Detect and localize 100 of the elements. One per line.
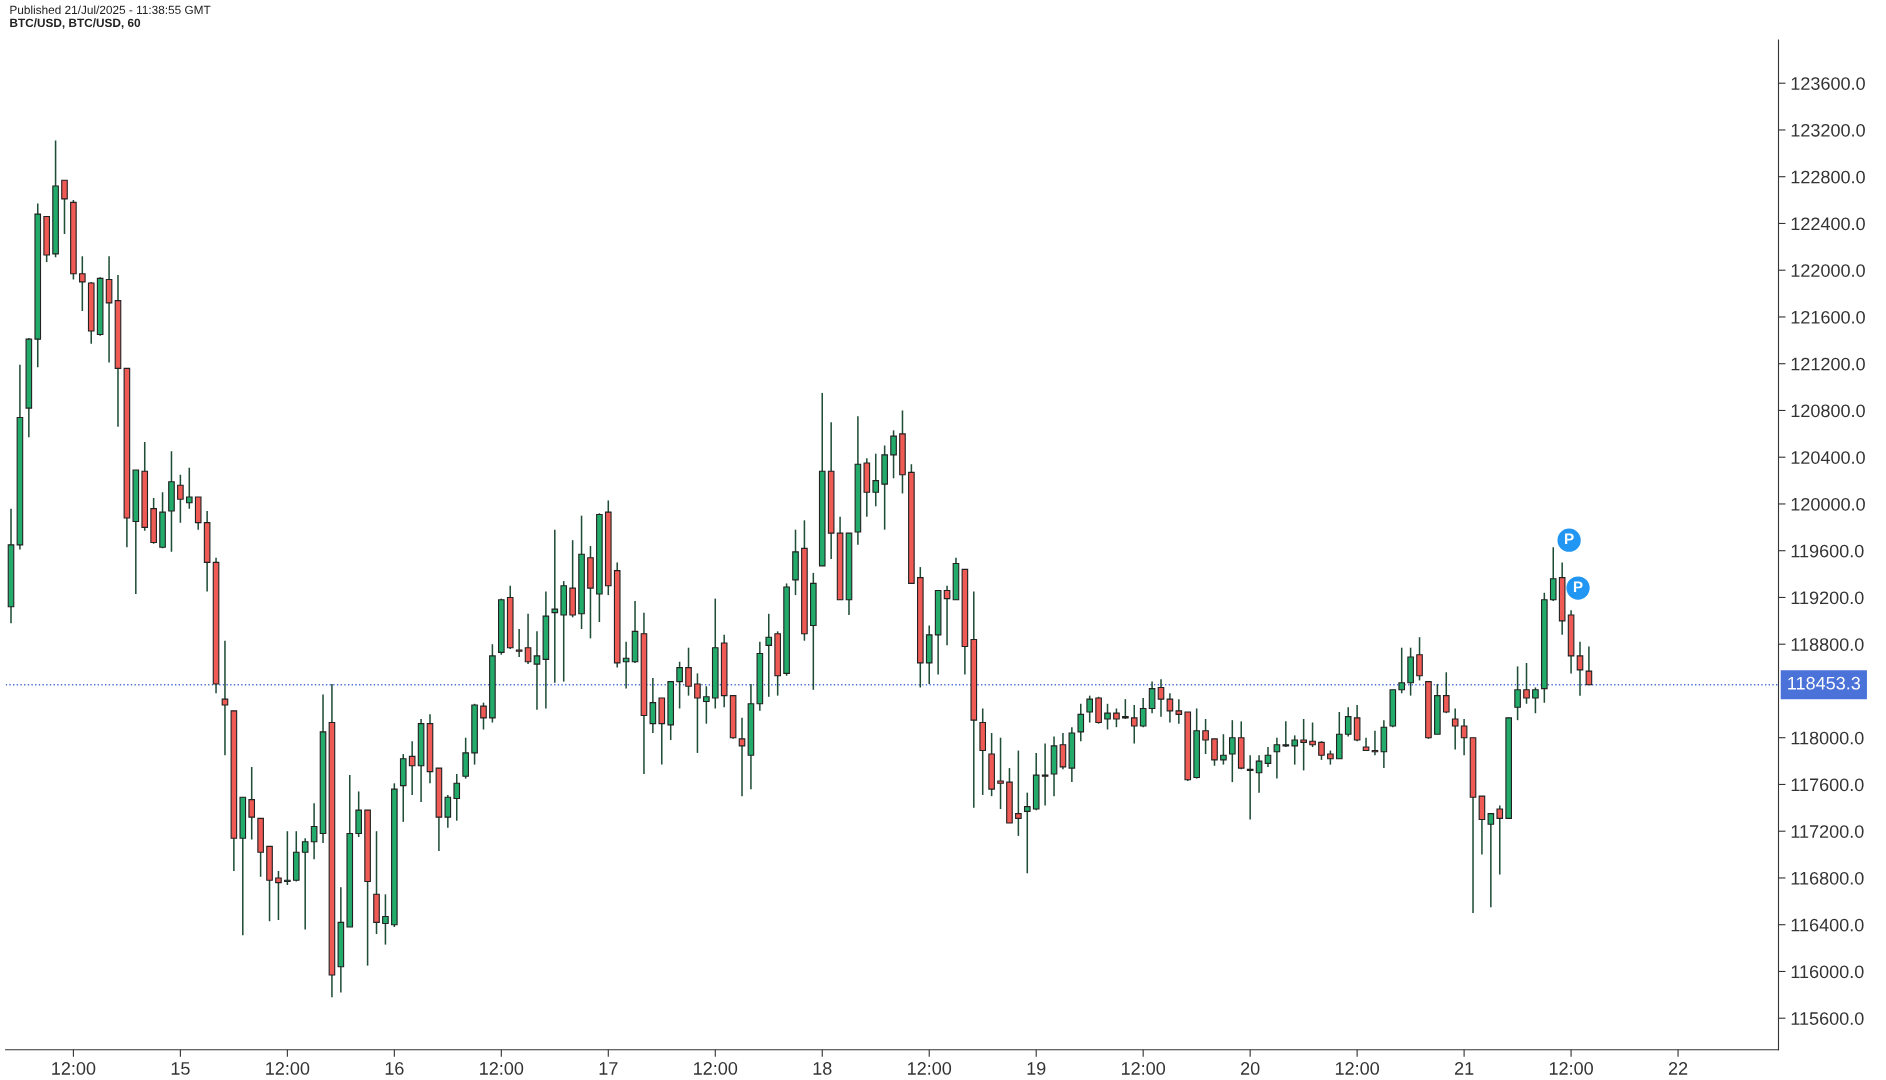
y-tick-label: 121200.0	[1791, 357, 1865, 371]
candlestick	[221, 639, 229, 757]
candlestick	[622, 641, 630, 690]
candlestick	[1398, 646, 1406, 695]
x-tick-label: 17	[599, 1062, 618, 1075]
candlestick	[1059, 732, 1067, 771]
candlestick	[1442, 671, 1450, 714]
candlestick	[1104, 703, 1111, 731]
candlestick	[1523, 662, 1530, 705]
candlestick	[1166, 692, 1174, 724]
y-tick-label: 120400.0	[1791, 451, 1865, 464]
y-tick-label: 120000.0	[1791, 497, 1865, 511]
candlestick	[1255, 754, 1263, 794]
x-tick-label: 12:00	[908, 1062, 952, 1075]
candlestick	[185, 466, 193, 510]
candlestick	[1460, 718, 1468, 757]
x-tick-label: 19	[1027, 1062, 1046, 1075]
x-tick-label: 12:00	[1549, 1062, 1593, 1075]
x-tick-label: 12:00	[1121, 1062, 1166, 1075]
candlestick	[1229, 719, 1236, 783]
candlestick	[453, 773, 461, 822]
y-tick-label: 121600.0	[1791, 310, 1865, 324]
candlestick	[1514, 665, 1521, 721]
candlestick	[1077, 703, 1085, 742]
candlestick	[1246, 754, 1254, 821]
candlestick	[1086, 694, 1094, 724]
candlestick	[551, 528, 559, 684]
candlestick	[943, 585, 951, 647]
y-tick-label: 119600.0	[1791, 544, 1864, 558]
candlestick	[1585, 645, 1593, 686]
y-tick-label: 120800.0	[1791, 404, 1865, 418]
candlestick	[310, 802, 318, 861]
candlestick	[1175, 698, 1183, 725]
y-tick-label: 117200.0	[1791, 825, 1864, 838]
candlestick	[1139, 697, 1147, 728]
text: Published 21/Jul/2025 - 11:38:55 GMT	[10, 5, 211, 15]
candlestick	[301, 837, 309, 931]
candlestick	[382, 893, 389, 946]
candlestick	[1300, 718, 1307, 772]
x-tick-label: 16	[385, 1062, 404, 1075]
candlestick	[61, 179, 68, 235]
candlestick	[1023, 791, 1031, 875]
candlestick	[1353, 704, 1361, 742]
candlestick	[1220, 733, 1227, 766]
candlestick	[355, 790, 362, 838]
candlestick	[997, 736, 1004, 810]
y-tick-label: 116800.0	[1791, 871, 1864, 885]
candlestick	[1113, 707, 1120, 728]
x-tick-label: 12:00	[266, 1062, 310, 1075]
candlestick	[1122, 698, 1129, 720]
y-tick-label: 123200.0	[1791, 123, 1865, 137]
annotation: P	[1565, 533, 1574, 545]
candlestick	[1344, 706, 1352, 738]
y-tick-label: 123600.0	[1791, 77, 1865, 90]
chart-title: BTC/USD, BTC/USD, 60	[10, 18, 141, 29]
y-tick-label: 115600.0	[1791, 1012, 1864, 1025]
candlestick	[890, 429, 897, 480]
candlestick	[872, 452, 880, 508]
x-tick-label: 20	[1241, 1062, 1260, 1075]
candlestick	[1487, 812, 1495, 908]
candlestick	[1273, 736, 1281, 780]
candlestick	[1549, 546, 1557, 602]
x-tick-label: 12:00	[480, 1062, 524, 1075]
candlestick	[515, 628, 523, 658]
candlestick	[1202, 718, 1209, 755]
x-tick-label: 12:00	[694, 1062, 738, 1075]
ref-line-label: 118453.3	[1788, 676, 1861, 690]
candlestick	[1041, 742, 1049, 807]
candlestick	[649, 677, 657, 734]
candlestick	[703, 685, 710, 725]
candlestick	[79, 255, 86, 312]
candlestick	[1576, 641, 1584, 697]
candlestick	[685, 646, 692, 697]
x-tick-label: 15	[171, 1062, 190, 1075]
candlestick	[1318, 740, 1325, 761]
candlestick	[480, 701, 487, 731]
candlestick	[275, 870, 282, 921]
candlestick	[1309, 721, 1316, 748]
candlestick	[408, 740, 416, 796]
candlestick	[524, 613, 532, 665]
y-tick-label: 117600.0	[1791, 778, 1864, 792]
candlestick	[1211, 738, 1218, 767]
candlestick	[1451, 707, 1459, 751]
candlestick	[738, 717, 746, 797]
x-tick-label: 12:00	[1335, 1062, 1380, 1075]
y-tick-label: 122000.0	[1791, 264, 1865, 277]
candlestick	[177, 473, 184, 524]
candlestick	[1148, 680, 1156, 714]
candlestick	[694, 672, 701, 754]
candlestick	[676, 660, 683, 710]
candlestick	[1264, 746, 1272, 768]
x-tick-label: 21	[1454, 1062, 1474, 1075]
candlestick	[1478, 795, 1486, 856]
candlestick	[462, 736, 469, 780]
candlestick	[533, 630, 541, 711]
candlestick	[1130, 704, 1138, 745]
candlestick	[1157, 678, 1165, 718]
x-tick-label: 18	[813, 1062, 832, 1075]
candlestick	[105, 255, 113, 364]
candlestick	[1282, 720, 1290, 748]
